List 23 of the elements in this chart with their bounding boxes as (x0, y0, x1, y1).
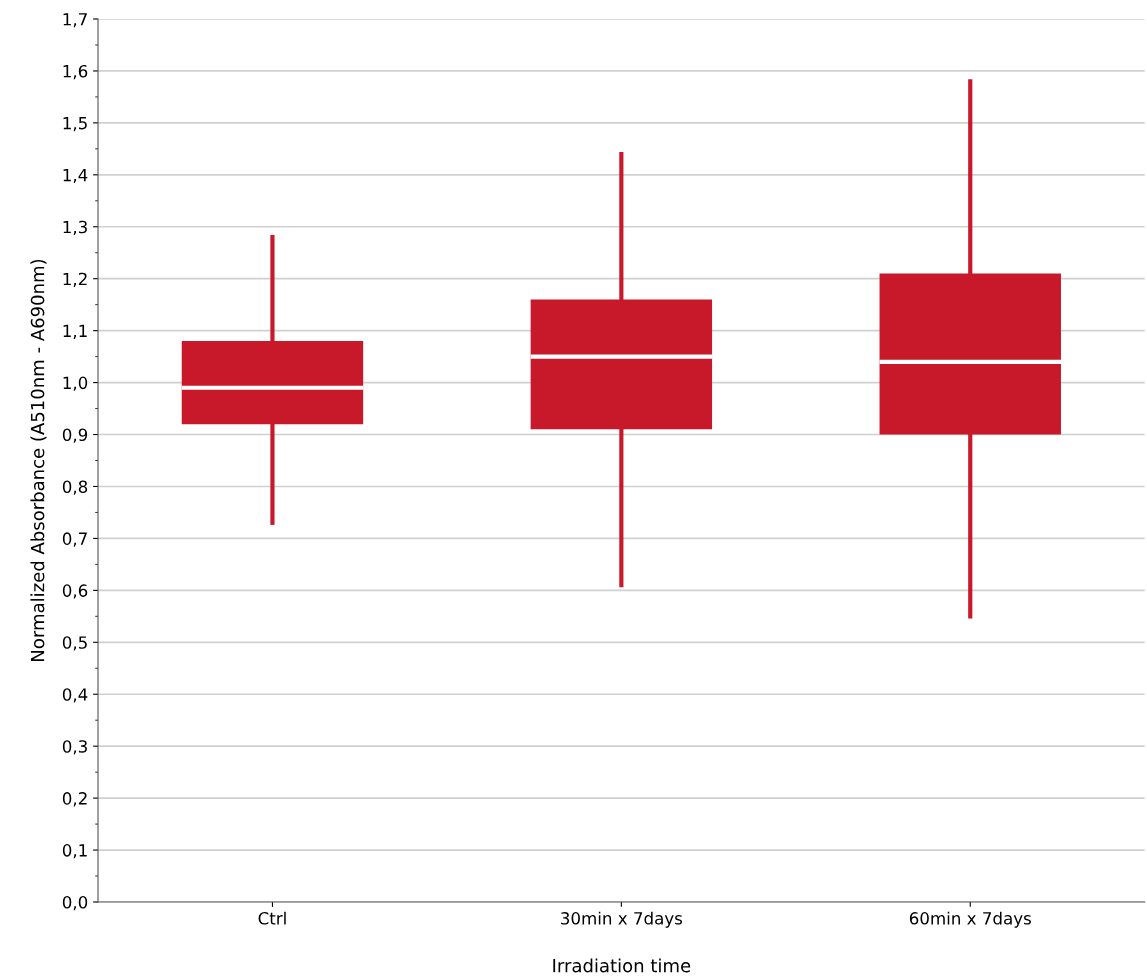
y-tick-label: 0,6 (62, 584, 88, 599)
x-tick-label: Ctrl (258, 911, 286, 925)
y-tick-label: 0,3 (62, 740, 87, 755)
y-tick-label: 0,7 (62, 532, 87, 547)
y-tick-label: 1,4 (63, 169, 88, 184)
y-tick-label: 1,2 (63, 272, 87, 287)
y-tick-label: 0,1 (62, 844, 87, 859)
x-tick-label: 30min x 7days (561, 911, 683, 928)
x-tick-label: 60min x 7days (909, 911, 1031, 928)
y-tick-label: 0,0 (62, 895, 88, 911)
y-tick-label: 1,0 (63, 376, 88, 391)
y-tick-label: 0,4 (62, 688, 88, 703)
y-tick-label: 0,5 (62, 636, 87, 651)
y-tick-label: 1,6 (63, 64, 88, 80)
y-tick-label: 0,8 (62, 480, 88, 495)
y-tick-label: 1,5 (63, 117, 87, 132)
y-tick-label: 1,1 (63, 324, 87, 339)
y-tick-label: 1,3 (63, 220, 87, 236)
y-tick-label: 0,9 (62, 428, 88, 443)
y-axis-title: Normalized Absorbance (A510nm - A690nm) (30, 259, 47, 661)
y-tick-label: 0,2 (62, 792, 87, 807)
y-tick-label: 1,7 (63, 13, 87, 28)
x-axis-title: Irradiation time (553, 958, 691, 973)
